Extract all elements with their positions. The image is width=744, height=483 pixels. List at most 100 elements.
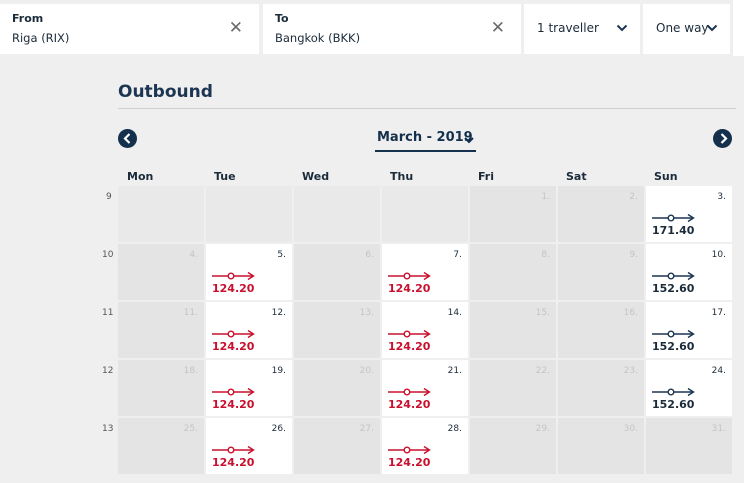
calendar-day-cell[interactable]: 17. 152.60 [646,302,732,358]
chevron-left-icon [123,133,131,144]
travellers-select[interactable]: 1 traveller [524,4,640,54]
search-bar: From Riga (RIX) ✕ To Bangkok (BKK) ✕ 1 t… [0,0,744,56]
travellers-value: 1 traveller [537,21,599,35]
chevron-down-icon [706,24,718,32]
calendar-day-cell: 29. [470,418,556,474]
direct-flight-icon [388,440,432,455]
calendar-day-cell[interactable]: 24. 152.60 [646,360,732,416]
month-selector[interactable]: March - 2019 [375,130,476,152]
weekday-label: Fri [478,170,495,183]
fare-price: 124.20 [212,340,255,353]
trip-type-value: One way [656,21,709,35]
close-icon[interactable]: ✕ [490,18,505,38]
calendar-day-cell: 20. [294,360,380,416]
calendar-empty-cell [382,186,468,242]
to-label: To [275,12,289,25]
next-month-button[interactable] [713,129,732,148]
day-number: 29. [535,424,550,434]
direct-flight-icon [652,208,696,223]
fare-price: 152.60 [652,282,695,295]
calendar-day-cell: 11. [118,302,204,358]
calendar-day-cell: 8. [470,244,556,300]
day-number: 26. [271,424,286,434]
direct-flight-icon [388,324,432,339]
calendar-day-cell: 22. [470,360,556,416]
day-number: 18. [183,366,198,376]
direct-flight-icon [652,382,696,397]
calendar-day-cell[interactable]: 19. 124.20 [206,360,292,416]
day-number: 22. [535,366,550,376]
calendar-day-cell: 27. [294,418,380,474]
direct-flight-icon [652,324,696,339]
calendar-empty-cell [294,186,380,242]
day-number: 23. [623,366,638,376]
from-label: From [12,12,44,25]
weekday-label: Sat [566,170,587,183]
heading-divider [118,108,736,109]
day-number: 9. [629,250,638,260]
close-icon[interactable]: ✕ [228,18,243,38]
calendar-day-cell[interactable]: 26. 124.20 [206,418,292,474]
day-number: 4. [189,250,198,260]
calendar-day-cell: 9. [558,244,644,300]
calendar-empty-cell [206,186,292,242]
week-number: 13 [102,424,114,434]
day-number: 1. [541,192,550,202]
from-value[interactable]: Riga (RIX) [12,31,70,45]
calendar-day-cell: 1. [470,186,556,242]
day-number: 3. [717,192,726,202]
day-number: 10. [711,250,726,260]
day-number: 21. [447,366,462,376]
fare-price: 152.60 [652,340,695,353]
calendar-day-cell[interactable]: 28. 124.20 [382,418,468,474]
prev-month-button[interactable] [118,129,137,148]
chevron-down-icon [464,137,474,144]
calendar-day-cell[interactable]: 3. 171.40 [646,186,732,242]
calendar-day-cell: 4. [118,244,204,300]
fare-price: 124.20 [388,398,431,411]
trip-type-select[interactable]: One way [643,4,730,54]
calendar-day-cell: 13. [294,302,380,358]
day-number: 16. [623,308,638,318]
calendar-day-cell: 18. [118,360,204,416]
direct-flight-icon [652,266,696,281]
direct-flight-icon [388,382,432,397]
day-number: 19. [271,366,286,376]
day-number: 2. [629,192,638,202]
weekday-label: Sun [654,170,678,183]
month-label: March - 2019 [377,130,473,145]
day-number: 7. [453,250,462,260]
to-value[interactable]: Bangkok (BKK) [275,31,361,45]
calendar-day-cell[interactable]: 21. 124.20 [382,360,468,416]
calendar-day-cell[interactable]: 7. 124.20 [382,244,468,300]
day-number: 30. [623,424,638,434]
week-number: 12 [102,366,114,376]
week-number: 10 [102,250,114,260]
to-field[interactable]: To Bangkok (BKK) ✕ [263,4,521,54]
calendar-day-cell: 23. [558,360,644,416]
calendar-day-cell: 16. [558,302,644,358]
weekday-label: Tue [214,170,236,183]
calendar-day-cell[interactable]: 14. 124.20 [382,302,468,358]
fare-price: 124.20 [212,398,255,411]
calendar-day-cell[interactable]: 5. 124.20 [206,244,292,300]
chevron-right-icon [720,133,728,144]
calendar-day-cell: 6. [294,244,380,300]
day-number: 24. [711,366,726,376]
calendar-day-cell[interactable]: 12. 124.20 [206,302,292,358]
chevron-down-icon [616,24,628,32]
weekday-label: Mon [127,170,154,183]
weekday-label: Wed [302,170,330,183]
from-field[interactable]: From Riga (RIX) ✕ [0,4,259,54]
direct-flight-icon [212,324,256,339]
day-number: 11. [183,308,198,318]
direct-flight-icon [212,382,256,397]
day-number: 25. [183,424,198,434]
calendar-day-cell: 2. [558,186,644,242]
fare-price: 124.20 [388,456,431,469]
calendar-day-cell[interactable]: 10. 152.60 [646,244,732,300]
day-number: 12. [271,308,286,318]
fare-price: 124.20 [388,340,431,353]
day-number: 31. [711,424,726,434]
day-number: 17. [711,308,726,318]
